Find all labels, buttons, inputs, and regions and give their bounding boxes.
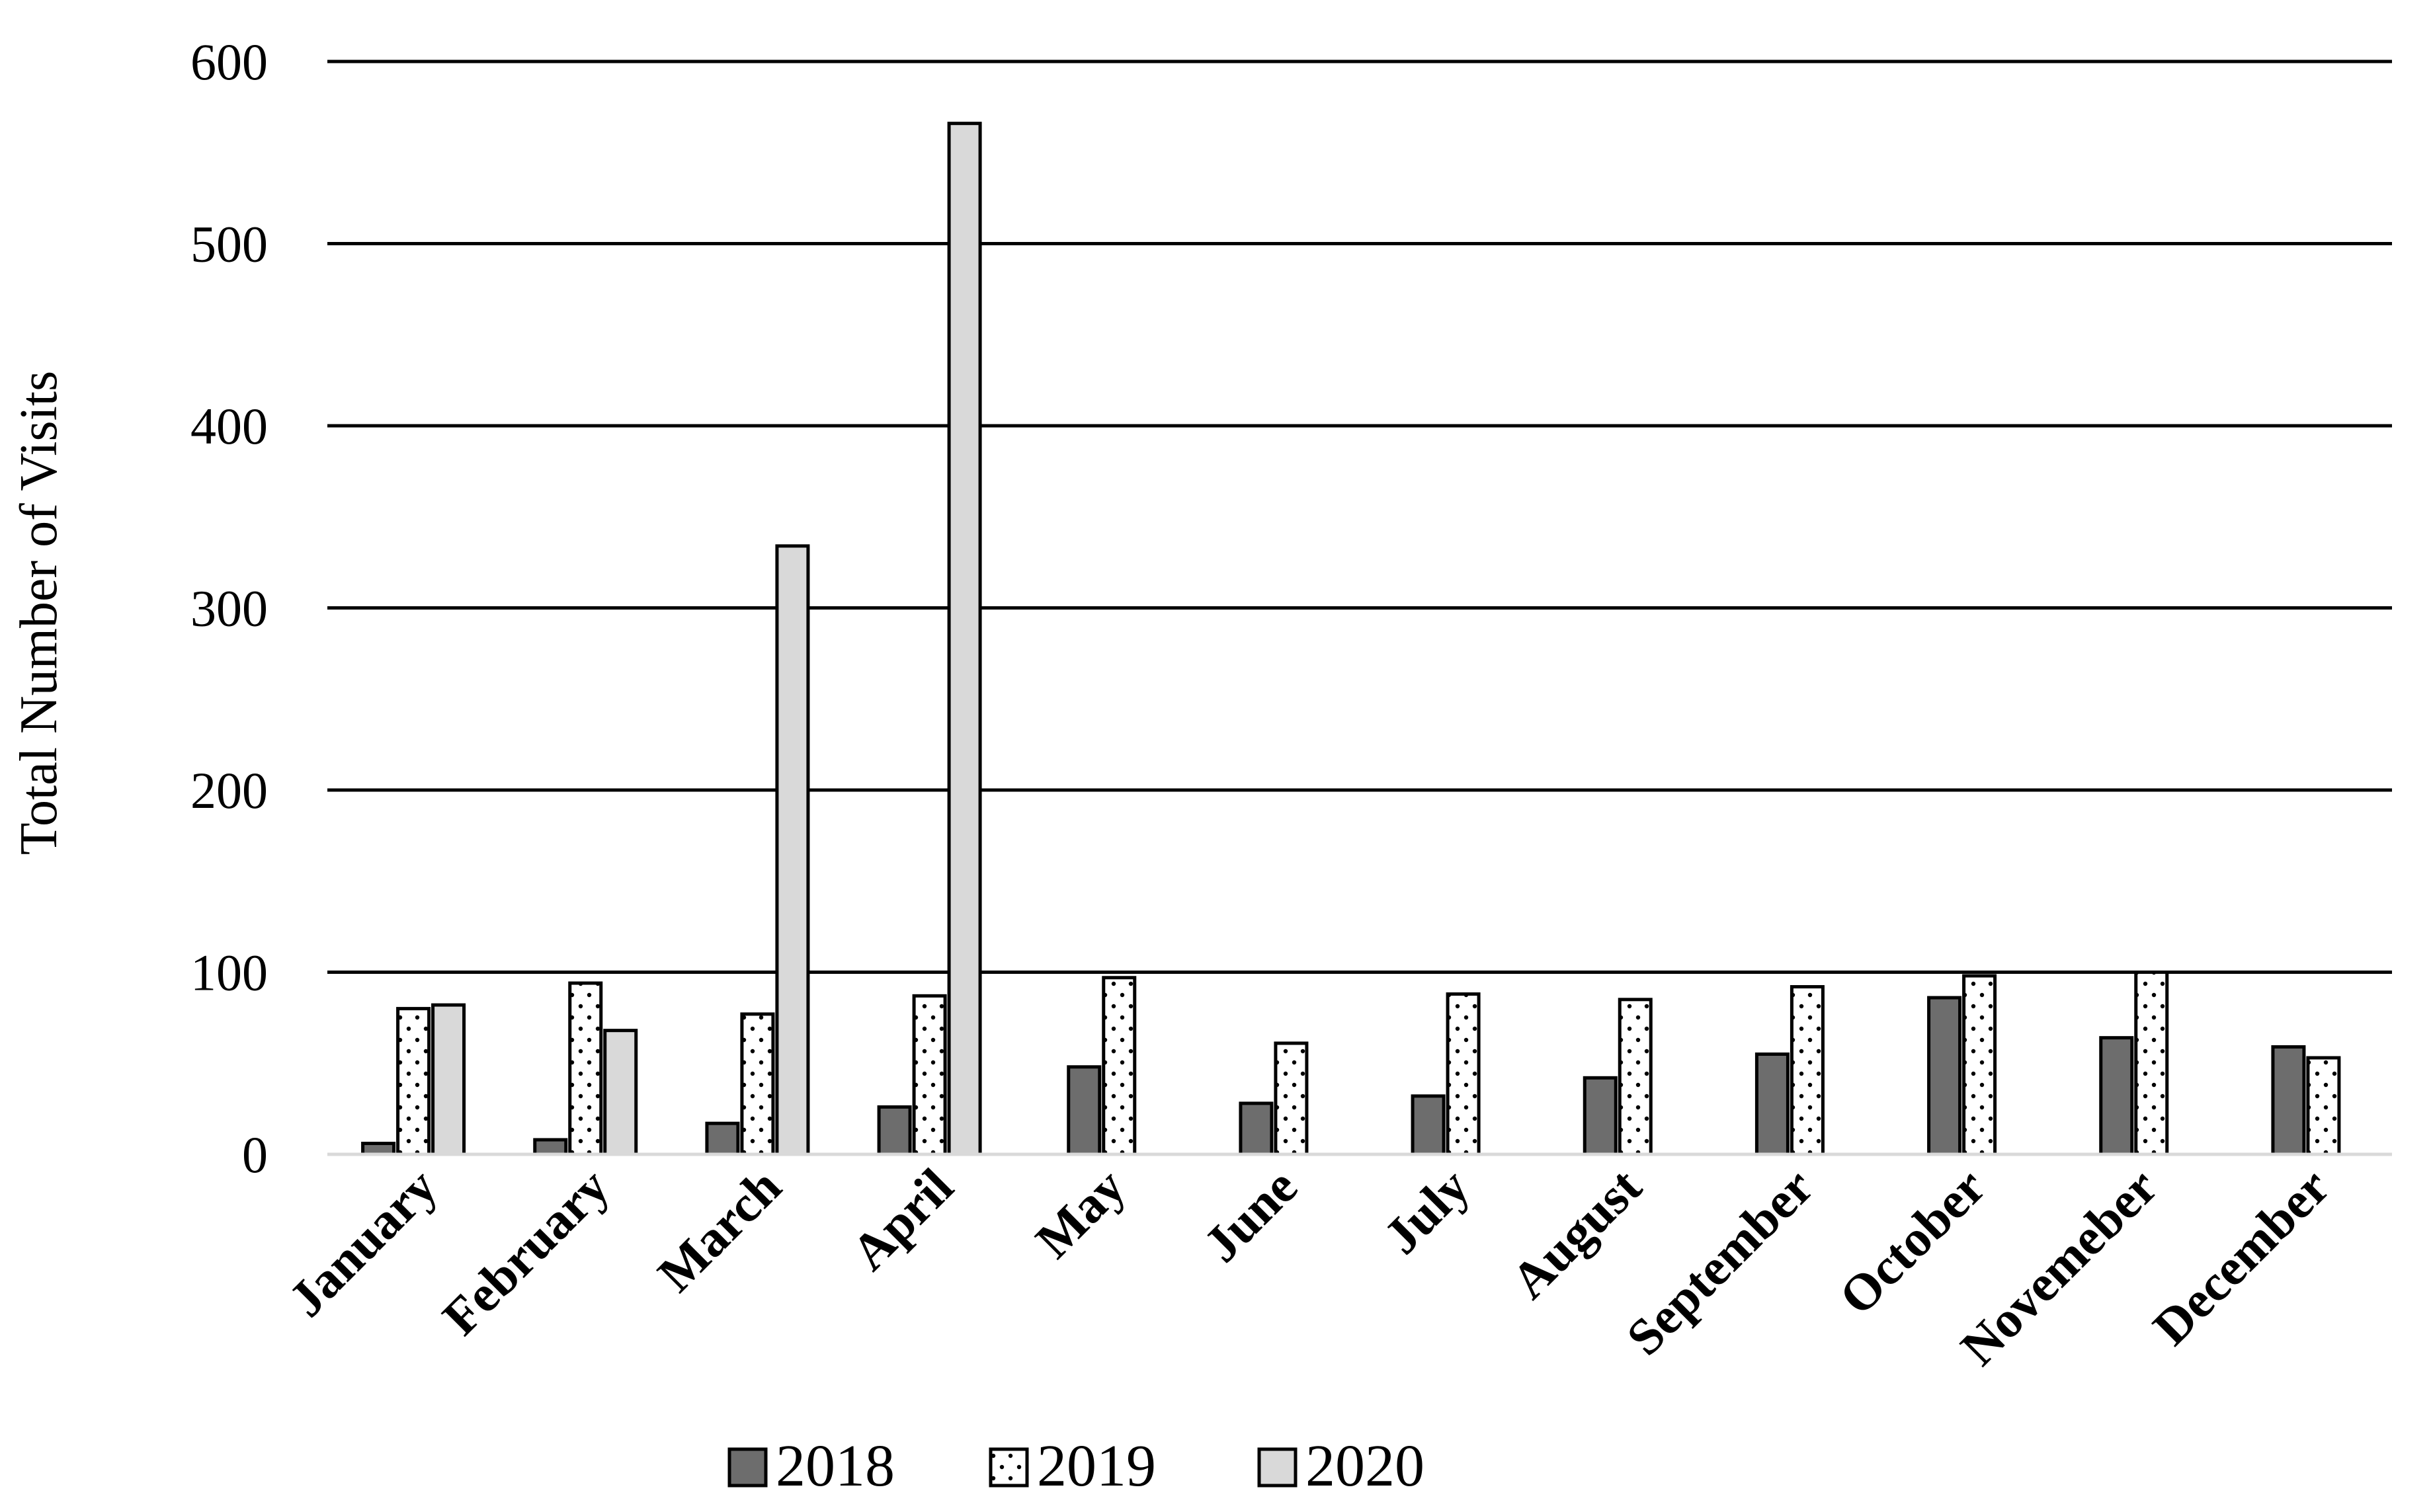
- bar-2018-october: [1927, 996, 1962, 1156]
- legend-swatch-2020: [1257, 1447, 1298, 1488]
- y-axis-ticks: 0 100 200 300 400 500 600: [190, 33, 268, 1183]
- bar-2019-july: [1446, 992, 1481, 1156]
- bar-2019-january: [396, 1007, 431, 1156]
- x-tick-label: December: [2142, 1158, 2340, 1356]
- bar-2018-june: [1239, 1101, 1274, 1156]
- bar-2020-january: [431, 1003, 466, 1156]
- x-tick-label: July: [1372, 1158, 1480, 1265]
- bar-2018-july: [1411, 1094, 1446, 1156]
- bar-2019-novemeber: [2134, 971, 2169, 1156]
- bar-2018-february: [533, 1138, 568, 1156]
- gridlines: [327, 60, 2392, 974]
- y-tick-label: 300: [190, 580, 268, 637]
- bars: [361, 122, 2341, 1156]
- bar-2019-june: [1274, 1041, 1309, 1156]
- y-tick-label: 100: [190, 944, 268, 1002]
- legend: 2018 2019 2020: [727, 1433, 1424, 1499]
- bar-2020-april: [947, 122, 982, 1156]
- bar-2018-may: [1067, 1065, 1102, 1156]
- legend-swatch-2018: [727, 1447, 768, 1488]
- bar-2019-march: [740, 1012, 775, 1156]
- bar-2018-april: [877, 1105, 912, 1156]
- bar-2018-august: [1583, 1076, 1618, 1156]
- x-tick-label: February: [431, 1158, 620, 1346]
- bar-2019-october: [1962, 974, 1997, 1156]
- legend-label-2019: 2019: [1037, 1433, 1156, 1499]
- bar-2018-december: [2271, 1045, 2306, 1156]
- bar-2018-novemeber: [2099, 1036, 2134, 1156]
- legend-swatch-2019: [989, 1447, 1029, 1488]
- x-tick-label: March: [647, 1158, 792, 1303]
- legend-label-2020: 2020: [1305, 1433, 1424, 1499]
- x-tick-label: January: [277, 1158, 448, 1328]
- bar-2019-december: [2306, 1056, 2341, 1156]
- x-tick-label: May: [1024, 1158, 1136, 1269]
- bar-2019-april: [912, 994, 947, 1156]
- x-tick-label: April: [840, 1158, 964, 1281]
- y-tick-label: 400: [190, 397, 268, 455]
- bar-2020-march: [775, 544, 810, 1156]
- y-axis-title: Total Number of Visits: [10, 371, 68, 855]
- y-tick-label: 0: [242, 1126, 268, 1183]
- x-tick-label: June: [1192, 1158, 1308, 1273]
- bar-2018-march: [705, 1121, 740, 1156]
- y-tick-label: 500: [190, 216, 268, 273]
- legend-label-2018: 2018: [776, 1433, 895, 1499]
- bar-2019-february: [568, 981, 603, 1156]
- y-tick-label: 600: [190, 33, 268, 91]
- bar-2019-may: [1102, 976, 1137, 1156]
- bar-2018-september: [1754, 1052, 1790, 1156]
- x-tick-label: September: [1616, 1158, 1825, 1367]
- y-tick-label: 200: [190, 762, 268, 819]
- bar-2019-august: [1618, 998, 1653, 1156]
- bar-2020-february: [603, 1029, 638, 1156]
- x-tick-label: August: [1500, 1157, 1652, 1309]
- x-tick-label: October: [1828, 1158, 1996, 1326]
- bar-2019-september: [1790, 985, 1825, 1156]
